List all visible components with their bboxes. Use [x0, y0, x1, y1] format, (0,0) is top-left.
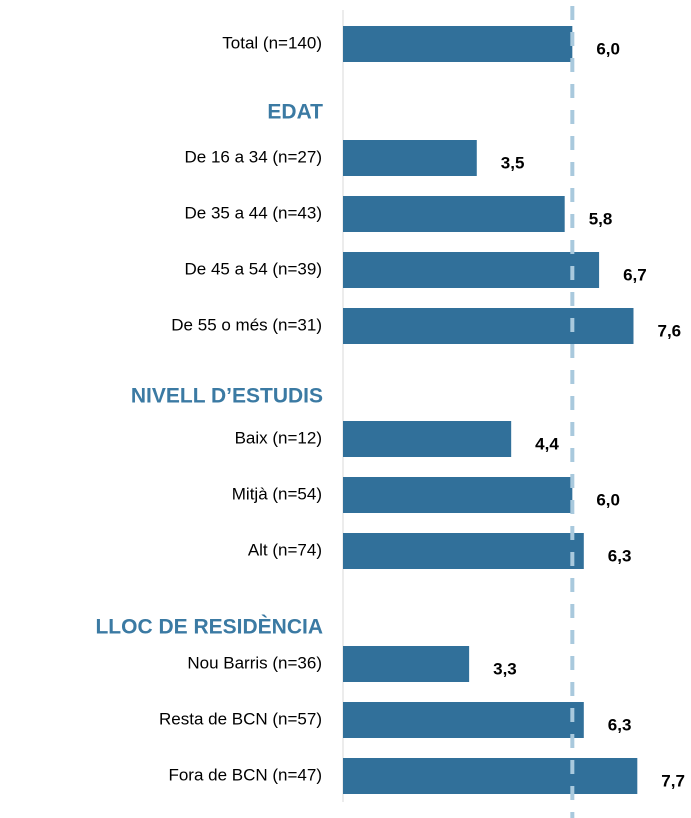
value-label: 6,7: [623, 265, 647, 284]
value-label: 6,3: [608, 546, 632, 565]
y-tick-label: Baix (n=12): [235, 428, 322, 447]
y-tick-label: Fora de BCN (n=47): [168, 765, 322, 784]
bar: [343, 702, 584, 738]
bar: [343, 26, 573, 62]
value-label: 6,3: [608, 715, 632, 734]
bar: [343, 308, 634, 344]
bar: [343, 252, 600, 288]
value-label: 7,6: [657, 321, 681, 340]
y-tick-label: De 45 a 54 (n=39): [184, 259, 322, 278]
y-tick-label: Nou Barris (n=36): [187, 653, 322, 672]
value-label: 6,0: [596, 490, 620, 509]
bar: [343, 646, 470, 682]
y-tick-label: De 55 o més (n=31): [171, 315, 322, 334]
bar: [343, 477, 573, 513]
value-label: 3,3: [493, 659, 517, 678]
bar: [343, 140, 477, 176]
bar: [343, 196, 565, 232]
value-label: 5,8: [589, 209, 613, 228]
group-header: NIVELL D’ESTUDIS: [131, 385, 323, 408]
value-label: 7,7: [661, 771, 685, 790]
y-tick-label: De 16 a 34 (n=27): [184, 147, 322, 166]
value-label: 6,0: [596, 39, 620, 58]
value-label: 4,4: [535, 434, 559, 453]
y-tick-label: De 35 a 44 (n=43): [184, 203, 322, 222]
y-tick-label: Alt (n=74): [248, 540, 322, 559]
group-header: EDAT: [267, 101, 323, 124]
group-header: LLOC DE RESIDÈNCIA: [95, 616, 323, 639]
y-tick-label: Resta de BCN (n=57): [159, 709, 322, 728]
bar: [343, 421, 512, 457]
bar: [343, 758, 638, 794]
y-tick-label: Total (n=140): [222, 33, 322, 52]
value-label: 3,5: [501, 153, 525, 172]
y-tick-label: Mitjà (n=54): [232, 484, 322, 503]
bar: [343, 533, 584, 569]
